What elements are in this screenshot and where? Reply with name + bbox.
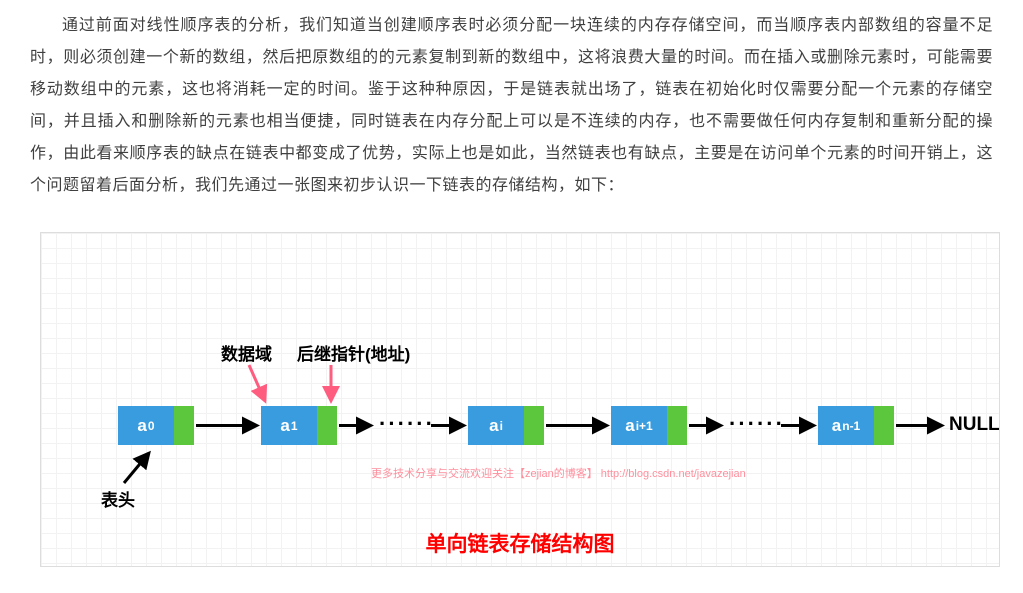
node-label-sub: 0 [148,419,155,433]
node-ptr-cell [667,406,687,445]
annotation-data-region: 数据域 [221,340,272,365]
annotation-data-arrow-icon [241,363,271,406]
diagram-container: 数据域 后继指针(地址) a0 a1 ai [30,227,993,577]
node-label-main: a [489,416,498,436]
next-arrow-icon [429,406,468,445]
next-arrow-icon [194,406,261,445]
node-ptr-cell [317,406,337,445]
null-terminator: NULL [949,414,1000,436]
node-label-sub: 1 [291,419,298,433]
list-node: a0 [118,406,194,445]
ellipsis-icon: ······ [729,411,785,437]
next-arrow-icon [779,406,818,445]
annotation-ptr-arrow-icon [321,363,341,406]
node-label-main: a [280,416,289,436]
node-label-sub: i [500,419,503,433]
header-arrow-icon [119,448,159,488]
annotation-next-pointer: 后继指针(地址) [297,340,410,365]
ellipsis-icon: ······ [379,411,435,437]
next-arrow-icon [687,406,725,445]
linked-list-diagram: 数据域 后继指针(地址) a0 a1 ai [40,232,1000,567]
node-ptr-cell [174,406,194,445]
next-arrow-icon [337,406,375,445]
header-label: 表头 [101,486,135,511]
list-node: ai+1 [611,406,687,445]
paragraph-text: 通过前面对线性顺序表的分析，我们知道当创建顺序表时必须分配一块连续的内存存储空间… [30,10,993,202]
node-data-cell: a1 [261,406,317,445]
list-node: ai [468,406,544,445]
node-ptr-cell [874,406,894,445]
list-node: an-1 [818,406,894,445]
node-label-main: a [137,416,146,436]
node-ptr-cell [524,406,544,445]
diagram-caption: 单向链表存储结构图 [41,528,999,558]
node-label-sub: n-1 [842,419,860,433]
list-node: a1 [261,406,337,445]
node-data-cell: an-1 [818,406,874,445]
node-data-cell: ai [468,406,524,445]
node-label-sub: i+1 [636,419,653,433]
node-data-cell: ai+1 [611,406,667,445]
next-arrow-icon [544,406,611,445]
next-arrow-icon [894,406,946,445]
watermark-text: 更多技术分享与交流欢迎关注【zejian的博客】 http://blog.csd… [371,465,746,481]
node-label-main: a [625,416,634,436]
node-data-cell: a0 [118,406,174,445]
node-label-main: a [832,416,841,436]
